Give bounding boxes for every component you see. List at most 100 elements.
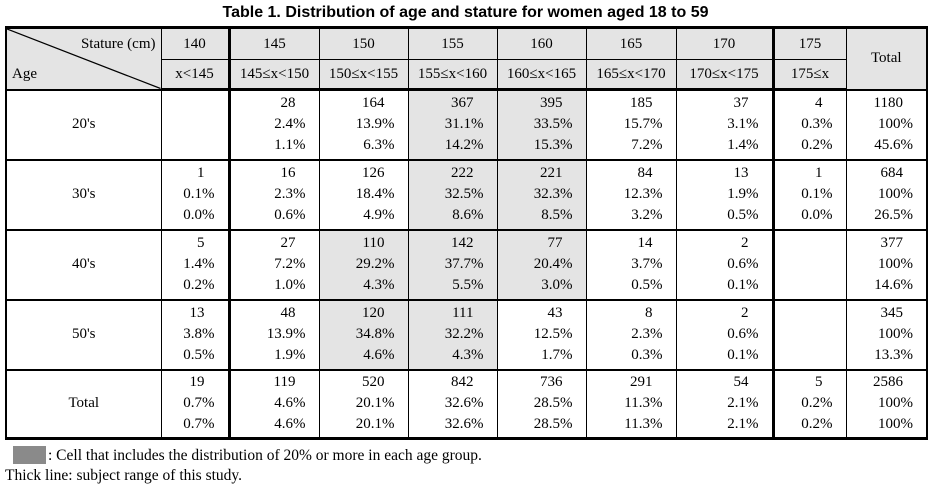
row-total-cell: 1180 100% 45.6%: [845, 88, 928, 161]
cell-row_pct-text: 28.5%: [533, 395, 573, 412]
cell-row_pct-text: 29.2%: [355, 256, 395, 272]
col-range-160: 160≤x<165: [496, 59, 587, 91]
cell-count: 221: [498, 163, 586, 184]
cell-row_pct-text: 2.4%: [274, 116, 306, 133]
cell-row_pct-text: 2.3%: [274, 186, 306, 202]
row-total-cell: 345 100% 13.3%: [845, 298, 928, 371]
cell-row_pct: 37.7%: [409, 254, 497, 275]
data-cell: 367 31.1% 14.2%: [407, 88, 498, 161]
cell-count-text: 2586: [873, 374, 903, 391]
cell-row_pct: 3.1%: [677, 114, 772, 135]
cell-col_pct: 32.6%: [409, 414, 497, 435]
cell-row_pct: 32.6%: [409, 393, 497, 414]
cell-count-text: 119: [273, 374, 296, 391]
cell-col_pct: 6.3%: [320, 135, 408, 156]
cell-row_pct-text: 3.8%: [183, 326, 215, 342]
cell-count-text: 1: [815, 165, 823, 181]
row-total-cell: 2586 100% 100%: [845, 368, 928, 440]
cell-row_pct: 4.6%: [231, 393, 319, 414]
cell-count-text: 126: [362, 165, 385, 181]
col-range-140: x<145: [160, 59, 230, 91]
shaded-cell-swatch: [13, 446, 46, 464]
cell-col_pct: 4.3%: [409, 345, 497, 366]
cell-row_pct-text: 32.6%: [444, 395, 484, 412]
cell-col_pct-text: 0.0%: [183, 207, 215, 223]
table-header: Stature (cm) Age 140 145 150 155 160 165 170 175 T…: [5, 26, 928, 91]
cell-count: 842: [409, 372, 497, 393]
cell-count-text: 5: [197, 235, 205, 251]
cell-count-text: 43: [547, 305, 563, 321]
cell-row_pct: 100%: [847, 114, 927, 135]
cell-count: 111: [409, 303, 497, 324]
cell-row_pct: 2.3%: [231, 184, 319, 205]
cell-count-text: 5: [815, 374, 823, 391]
cell-row_pct-text: 15.7%: [623, 116, 663, 133]
data-cell: [771, 228, 847, 301]
data-cell: 2 0.6% 0.1%: [675, 298, 774, 371]
data-cell: 27 7.2% 1.0%: [227, 228, 320, 301]
diagonal-header-cell: Stature (cm) Age: [5, 26, 162, 90]
cell-count-text: 736: [540, 374, 563, 391]
cell-col_pct-text: 0.2%: [801, 137, 833, 154]
cell-row_pct: [775, 324, 846, 345]
cell-count-text: 2: [741, 305, 749, 321]
cell-col_pct-text: 0.1%: [727, 347, 759, 363]
cell-col_pct: 0.7%: [162, 414, 228, 435]
cell-col_pct-text: 20.1%: [355, 416, 395, 433]
stature-axis-label: Stature (cm): [80, 36, 156, 52]
cell-row_pct-text: 0.7%: [183, 395, 215, 412]
data-cell: 119 4.6% 4.6%: [227, 368, 320, 440]
cell-col_pct-text: 1.7%: [541, 347, 573, 363]
cell-col_pct: 0.5%: [677, 205, 772, 226]
cell-col_pct-text: 14.6%: [874, 277, 913, 293]
cell-col_pct: 8.6%: [409, 205, 497, 226]
cell-row_pct: 32.2%: [409, 324, 497, 345]
col-header-170: 170: [675, 26, 774, 60]
cell-count: 1: [775, 163, 846, 184]
cell-row_pct: 3.8%: [162, 324, 228, 345]
cell-col_pct: 14.2%: [409, 135, 497, 156]
cell-row_pct-text: 37.7%: [444, 256, 484, 272]
cell-row_pct-text: 100%: [878, 116, 913, 132]
cell-count-text: 19: [189, 374, 205, 391]
data-cell: 520 20.1% 20.1%: [318, 368, 409, 440]
cell-count: 5: [775, 372, 846, 393]
data-cell: 126 18.4% 4.9%: [318, 158, 409, 231]
age-row: 20's 28 2.4% 1.1% 164 13.9% 6.3% 367 31.1% 14.2% 3…: [5, 88, 928, 161]
cell-count-text: 28: [280, 95, 296, 112]
col-header-175: 175: [771, 26, 847, 60]
data-cell: 5 1.4% 0.2%: [160, 228, 230, 301]
data-cell: 291 11.3% 11.3%: [585, 368, 677, 440]
cell-count-text: 395: [540, 95, 563, 112]
cell-row_pct: 1.9%: [677, 184, 772, 205]
cell-row_pct-text: 1.4%: [183, 256, 215, 272]
cell-col_pct: 0.0%: [162, 205, 228, 226]
cell-col_pct: 11.3%: [587, 414, 676, 435]
cell-col_pct-text: 14.2%: [444, 137, 484, 154]
cell-col_pct-text: 5.5%: [452, 277, 484, 293]
table-title: Table 1. Distribution of age and stature…: [222, 4, 709, 21]
cell-count-text: 8: [645, 305, 653, 321]
cell-count-text: 54: [733, 374, 749, 391]
cell-col_pct-text: 0.6%: [274, 207, 306, 223]
age-row: 50's 13 3.8% 0.5% 48 13.9% 1.9% 120 34.8% 4.6% 111…: [5, 298, 928, 371]
cell-count: 142: [409, 233, 497, 254]
cell-count: 8: [587, 303, 676, 324]
col-header-total: Total: [845, 26, 928, 90]
cell-col_pct-text: 45.6%: [874, 137, 913, 153]
cell-row_pct: 15.7%: [587, 114, 676, 135]
cell-count: [775, 303, 846, 324]
cell-count-text: 84: [637, 165, 653, 181]
shading-legend: : Cell that includes the distribution of…: [13, 446, 931, 466]
age-row-label: Total: [5, 368, 162, 440]
cell-row_pct: 12.3%: [587, 184, 676, 205]
cell-count-text: 1180: [873, 95, 903, 111]
cell-col_pct: 13.3%: [847, 345, 927, 366]
data-cell: 164 13.9% 6.3%: [318, 88, 409, 161]
cell-count: 520: [320, 372, 408, 393]
cell-count-text: 684: [880, 165, 904, 181]
cell-count-text: 37: [733, 95, 749, 112]
header-row-labels: Stature (cm) Age 140 145 150 155 160 165 170 175 T…: [5, 26, 928, 90]
cell-row_pct-text: 32.2%: [444, 326, 484, 342]
data-cell: 54 2.1% 2.1%: [675, 368, 774, 440]
